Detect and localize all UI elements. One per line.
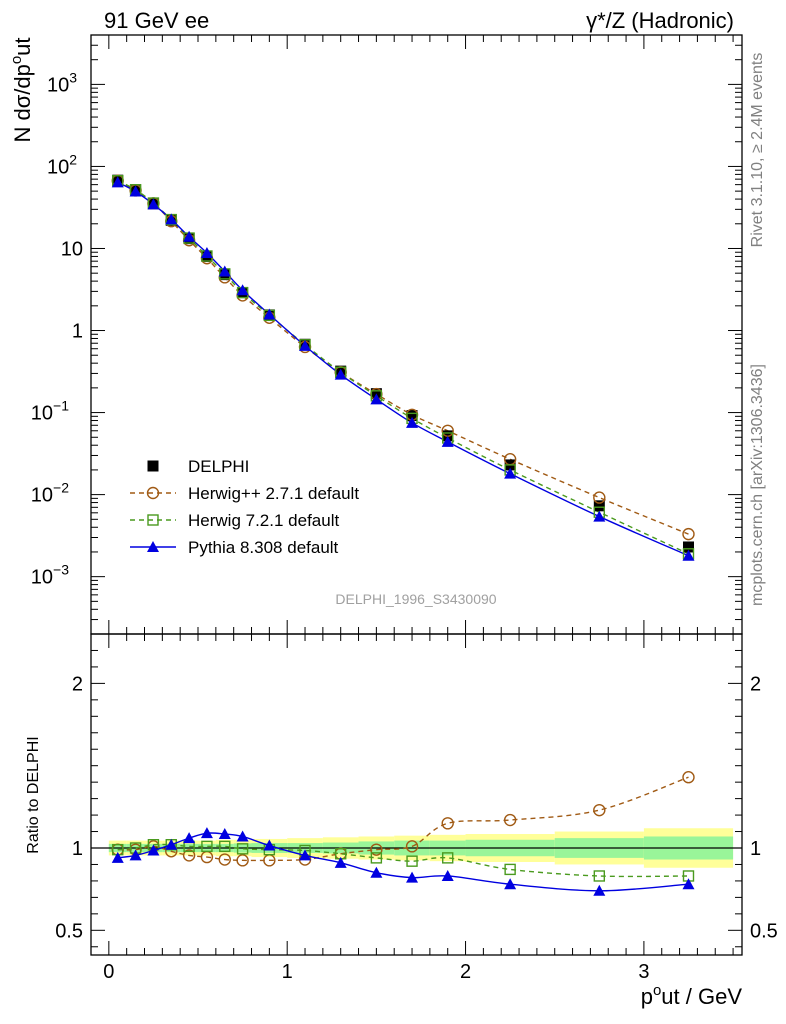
data-point-triangle-solid — [200, 247, 213, 259]
ratio-y-tick-label: 2 — [72, 673, 83, 695]
data-point-data — [593, 500, 605, 512]
ratio-point-triangle-solid — [218, 828, 231, 840]
legend-label: Pythia 8.308 default — [188, 538, 339, 557]
ratio-point-triangle-solid — [682, 878, 695, 890]
legend-label: DELPHI — [188, 457, 249, 476]
legend-marker — [146, 486, 160, 500]
ratio-point-triangle-solid — [441, 869, 454, 881]
ratio-point-circle-dashed — [182, 849, 196, 862]
ratio-point-square-dashed — [442, 852, 454, 864]
ratio-point-circle-dashed — [441, 817, 454, 830]
ratio-point-triangle-solid — [236, 830, 249, 842]
x-axis-label: pout / GeV — [641, 982, 743, 1009]
ratio-point-triangle-solid — [504, 878, 517, 890]
ratio-y-tick-label: 1 — [72, 838, 83, 860]
series-line-circle-dashed — [117, 180, 689, 535]
ratio-point-triangle-solid — [200, 827, 213, 839]
ratio-point-square-dashed — [219, 840, 231, 853]
y-tick-label: 10−1 — [31, 398, 69, 425]
ratio-y-axis-label: Ratio to DELPHI — [25, 736, 42, 853]
y-tick-label: 10−2 — [31, 480, 69, 507]
x-tick-label: 0 — [103, 961, 114, 983]
x-tick-label: 1 — [282, 961, 293, 983]
ratio-y-tick-label: 0.5 — [55, 920, 83, 942]
ratio-frame — [90, 633, 743, 956]
y-tick-label: 10−3 — [31, 562, 69, 589]
ratio-y-tick-label-right: 0.5 — [750, 920, 778, 942]
analysis-watermark: DELPHI_1996_S3430090 — [335, 591, 496, 607]
legend-marker — [147, 460, 159, 472]
data-point-triangle-solid — [504, 467, 517, 479]
data-point-triangle-solid — [406, 416, 419, 428]
main-y-axis-label: N dσ/dpout — [8, 37, 35, 142]
header-left: 91 GeV ee — [104, 8, 209, 33]
ratio-point-triangle-solid — [593, 884, 606, 896]
data-point-triangle-solid — [147, 198, 160, 210]
ratio-point-triangle-solid — [334, 856, 347, 868]
ratio-point-circle-dashed — [405, 840, 419, 853]
ratio-point-circle-dashed — [682, 771, 695, 784]
ratio-point-circle-dashed — [218, 853, 231, 866]
ratio-point-circle-dashed — [236, 854, 249, 867]
ratio-point-triangle-solid — [129, 849, 142, 861]
ratio-point-circle-dashed — [503, 813, 517, 827]
data-point-circle-dashed — [593, 491, 606, 504]
data-point-triangle-solid — [299, 339, 312, 351]
data-point-triangle-solid — [682, 549, 695, 561]
data-point-triangle-solid — [441, 435, 454, 447]
ratio-point-square-dashed — [406, 855, 418, 867]
data-point-triangle-solid — [370, 393, 383, 405]
y-tick-label: 10 — [61, 238, 83, 260]
ratio-point-triangle-solid — [263, 839, 276, 851]
ratio-point-triangle-solid — [111, 851, 124, 863]
ratio-y-tick-label-right: 2 — [750, 673, 761, 695]
y-tick-label: 102 — [47, 151, 77, 178]
legend-label: Herwig 7.2.1 default — [188, 511, 339, 530]
ratio-point-square-dashed — [593, 870, 606, 882]
ratio-y-tick-label-right: 1 — [750, 838, 761, 860]
data-point-triangle-solid — [593, 510, 606, 522]
data-point-data — [682, 541, 694, 553]
rivet-label: Rivet 3.1.10, ≥ 2.4M events — [749, 53, 766, 248]
data-point-triangle-solid — [334, 368, 347, 380]
x-tick-label: 2 — [460, 961, 471, 983]
ratio-point-circle-dashed — [370, 843, 383, 856]
y-tick-label: 1 — [72, 321, 83, 343]
header-right: γ*/Z (Hadronic) — [586, 8, 734, 33]
ratio-point-triangle-solid — [299, 849, 312, 861]
data-point-triangle-solid — [218, 265, 231, 277]
ratio-point-triangle-solid — [183, 832, 196, 844]
ratio-point-triangle-solid — [165, 838, 178, 850]
data-point-triangle-solid — [236, 284, 249, 296]
main-panel: 10−3 10−2 10−1 1 10 102 103 N dσ/dpout DELPHI Her… — [8, 34, 743, 635]
ratio-point-square-dashed — [236, 843, 249, 855]
ratio-point-triangle-solid — [370, 866, 383, 878]
legend-marker — [147, 514, 159, 526]
data-point-triangle-solid — [165, 213, 178, 225]
data-point-triangle-solid — [183, 230, 196, 242]
mcplots-label: mcplots.cern.ch [arXiv:1306.3436] — [749, 364, 766, 606]
ratio-point-square-dashed — [370, 852, 383, 864]
legend-label: Herwig++ 2.7.1 default — [188, 484, 359, 503]
ratio-point-triangle-solid — [147, 844, 160, 856]
ratio-point-square-dashed — [504, 863, 516, 876]
ratio-point-triangle-solid — [406, 871, 419, 883]
ratio-panel: 0 1 2 3 0.5 0.5 1 1 2 2 Ratio to DELPHI pout / GeV — [25, 633, 778, 1009]
data-point-triangle-solid — [111, 176, 124, 188]
data-point-data — [406, 410, 418, 422]
ratio-point-square-dashed — [201, 840, 213, 853]
x-tick-label: 3 — [638, 961, 649, 983]
ratio-point-circle-dashed — [593, 803, 606, 817]
data-point-circle-dashed — [682, 527, 695, 541]
y-tick-label: 103 — [47, 69, 77, 96]
ratio-line-circle-dashed — [117, 776, 689, 862]
data-point-triangle-solid — [263, 308, 276, 320]
data-point-triangle-solid — [129, 185, 142, 197]
legend-marker — [147, 541, 159, 552]
